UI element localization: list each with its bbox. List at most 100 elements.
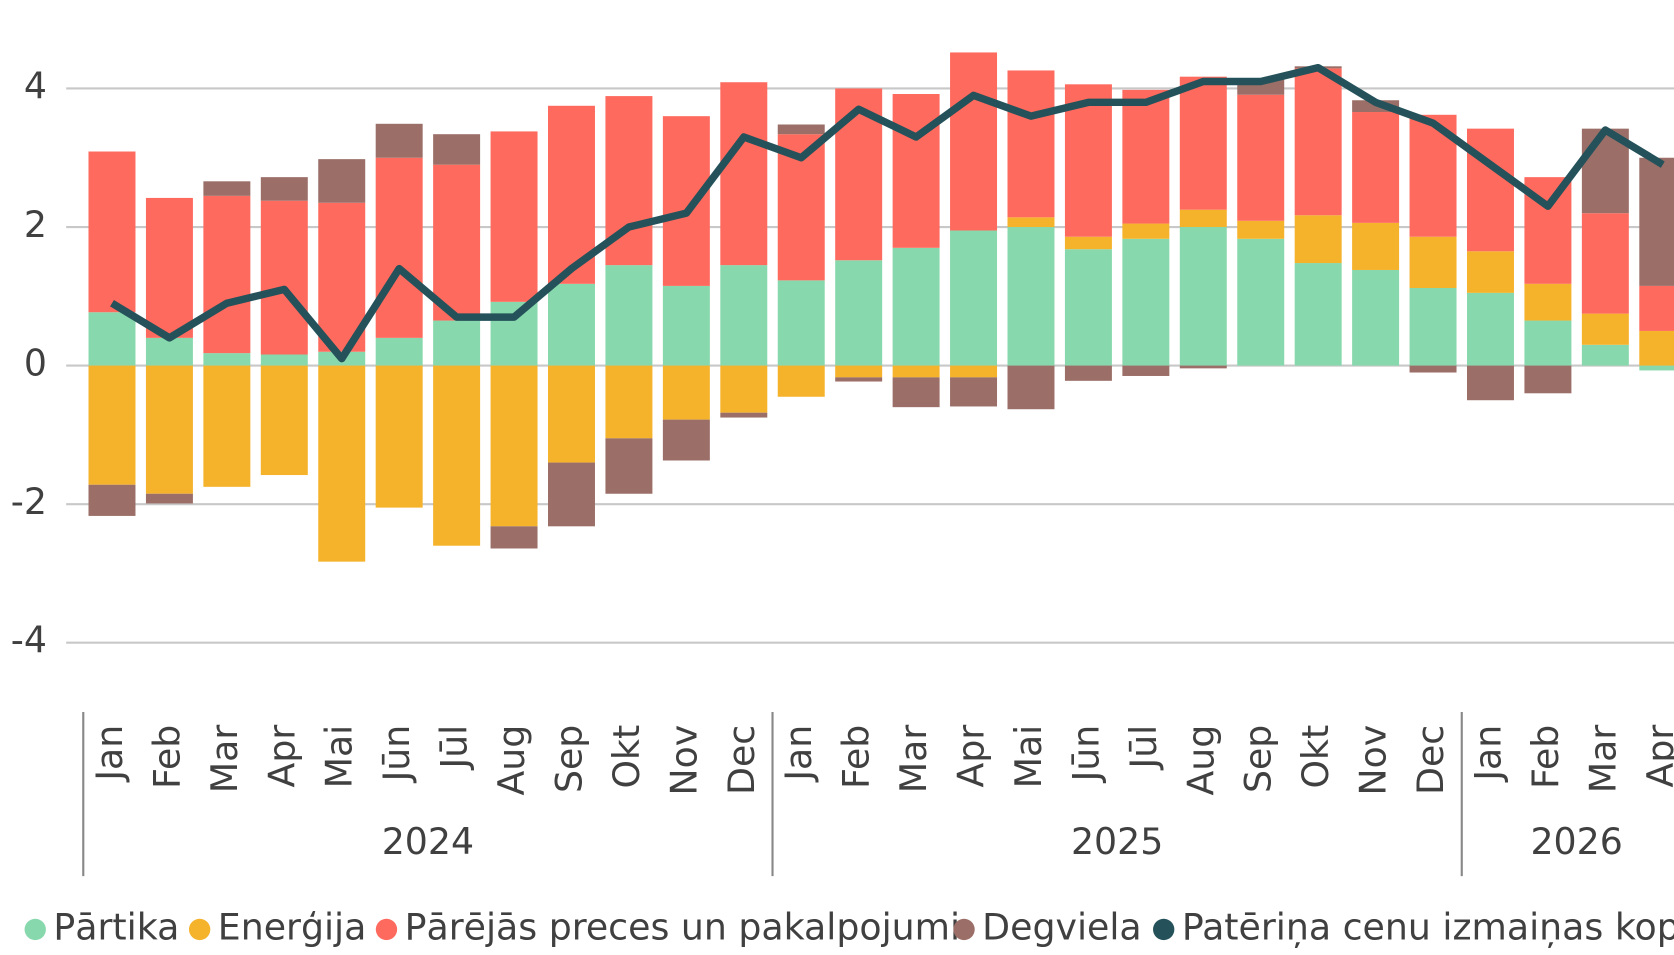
bar-segment	[490, 301, 538, 366]
y-tick-label: -4	[11, 619, 47, 662]
x-tick-label: Apr	[1639, 725, 1674, 788]
bar-segment	[88, 151, 136, 313]
bar-segment	[1237, 220, 1285, 239]
bar-segment	[1524, 365, 1572, 394]
bar-segment	[145, 493, 193, 504]
x-tick-label: Nov	[1352, 725, 1395, 796]
y-tick-label: -2	[11, 480, 47, 523]
bar-segment	[892, 94, 940, 248]
x-tick-label: Mar	[892, 725, 935, 793]
bar-segment	[1352, 112, 1400, 223]
bar-segment	[433, 365, 481, 546]
x-tick-label: Jūl	[433, 725, 476, 771]
bar-segment	[1466, 251, 1514, 293]
x-tick-label: Mar	[203, 725, 246, 793]
bar-segment	[1237, 94, 1285, 221]
total-line	[110, 63, 1665, 363]
bar-segment	[375, 337, 423, 366]
bar-segment	[720, 82, 768, 266]
bar-segment	[260, 354, 308, 366]
bar-segment	[318, 159, 366, 203]
x-tick-label: Mai	[318, 725, 361, 789]
bar-segment	[1007, 365, 1055, 410]
bar-segment	[605, 438, 653, 494]
bar-segment	[548, 462, 595, 527]
bar-segment	[433, 134, 481, 165]
bar-segment	[835, 377, 883, 382]
bar-segment	[950, 365, 998, 378]
bar-segment	[777, 365, 825, 397]
bar-segment	[490, 526, 538, 549]
x-tick-label: Okt	[1294, 725, 1337, 789]
bar-segment	[1581, 213, 1629, 314]
bar-segment	[835, 365, 883, 378]
bar-segment	[1639, 330, 1674, 366]
legend-label: Patēriņa cenu izmaiņas kopā	[1182, 905, 1674, 948]
legend-label: Pārtika	[53, 905, 179, 948]
bar-segment	[548, 283, 595, 366]
bar-segment	[145, 197, 193, 338]
bar-segment	[950, 377, 998, 407]
bar-segment	[1352, 269, 1400, 366]
bar-segment	[777, 280, 825, 366]
x-tick-label: Jan	[777, 725, 820, 783]
bar-segment	[892, 247, 940, 366]
bar-segment	[1352, 222, 1400, 270]
bar-segment	[375, 365, 423, 508]
bar-segment	[1409, 287, 1457, 366]
bar-segment	[433, 320, 481, 366]
bar-segment	[777, 124, 825, 135]
bar-segment	[835, 260, 883, 366]
bar-segment	[375, 157, 423, 338]
legend-marker	[375, 918, 398, 941]
bar-segment	[1466, 292, 1514, 366]
bar-segment	[1294, 215, 1342, 264]
x-tick-label: Aug	[1179, 725, 1222, 796]
bar-segment	[490, 131, 538, 302]
bar-segment	[662, 419, 710, 461]
bar-segment	[1409, 365, 1457, 373]
x-tick-label: Aug	[490, 725, 533, 796]
bar-segment	[203, 181, 251, 196]
bar-segment	[1581, 344, 1629, 366]
x-tick-label: Jūn	[1064, 725, 1107, 784]
bar-segment	[1179, 209, 1227, 228]
bar-segment	[1122, 223, 1170, 239]
x-tick-label: Feb	[145, 725, 188, 789]
legend-label: Degviela	[982, 905, 1141, 948]
bar-segment	[662, 365, 710, 420]
legend-label: Enerģija	[218, 905, 367, 948]
legend-marker	[1153, 918, 1175, 941]
bar-segment	[145, 365, 193, 494]
bar-segment	[1237, 238, 1285, 366]
x-tick-label: Sep	[1237, 725, 1280, 793]
bar-segment	[203, 353, 251, 366]
bar-segment	[950, 230, 998, 366]
legend-marker	[24, 918, 46, 941]
x-tick-label: Okt	[605, 725, 648, 789]
bar-segment	[88, 312, 136, 366]
x-tick-label: Feb	[835, 725, 878, 789]
bar-segment	[1581, 313, 1629, 345]
bar-segment	[318, 365, 366, 562]
bar-segment	[318, 202, 366, 352]
year-label: 2024	[382, 820, 474, 863]
bar-segment	[1524, 283, 1572, 321]
year-label: 2025	[1071, 820, 1163, 863]
bar-segment	[1007, 227, 1055, 366]
bar-segment	[88, 484, 136, 516]
x-tick-label: Feb	[1524, 725, 1567, 789]
bar-segment	[1122, 238, 1170, 366]
bar-segment	[203, 195, 251, 354]
bar-segment	[720, 265, 768, 366]
year-label: 2026	[1530, 820, 1622, 863]
bar-segment	[260, 200, 308, 355]
bar-segment	[260, 177, 308, 201]
x-tick-label: Apr	[260, 725, 303, 788]
y-tick-label: 4	[24, 64, 47, 107]
legend-label: Pārējās preces un pakalpojumi	[405, 905, 960, 948]
bar-segment	[1409, 236, 1457, 288]
x-tick-label: Sep	[547, 725, 590, 793]
bar-segment	[1064, 365, 1112, 381]
